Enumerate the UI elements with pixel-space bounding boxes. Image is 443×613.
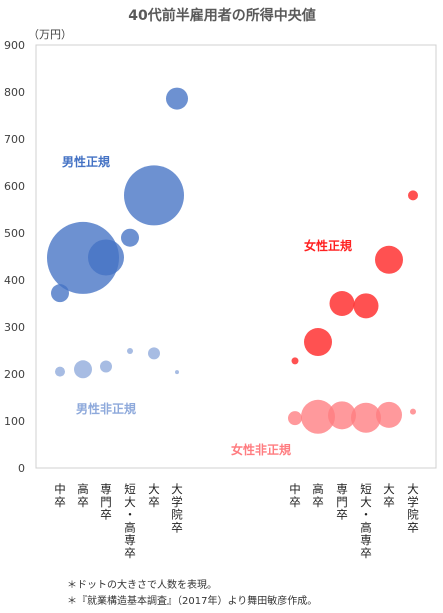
bubble — [74, 360, 92, 379]
bubble — [121, 228, 139, 247]
y-tick-label: 400 — [4, 274, 25, 287]
x-category-label: 専門卒 — [100, 482, 112, 522]
bubble — [353, 293, 379, 319]
bubble — [375, 245, 403, 274]
x-category-label: 大学院卒 — [407, 482, 419, 534]
bubble — [351, 402, 381, 433]
y-tick-label: 200 — [4, 368, 25, 381]
x-category-label: 大卒 — [383, 482, 395, 509]
series-label: 男性非正規 — [76, 401, 136, 416]
bubble — [301, 399, 335, 434]
footnotes: ＊ドットの大きさで人数を表現。 ＊『就業構造基本調査』（2017年）より舞田敏彦作… — [67, 578, 317, 607]
bubble — [127, 347, 133, 354]
bubble — [304, 328, 332, 357]
y-tick-label: 900 — [4, 39, 25, 52]
y-tick-label: 600 — [4, 180, 25, 193]
bubble — [288, 411, 302, 426]
bubble — [329, 291, 355, 316]
bubble — [166, 87, 188, 110]
bubble — [408, 190, 418, 201]
series-label: 男性正規 — [62, 154, 110, 169]
bubbles — [47, 87, 418, 434]
chart-title: 40代前半雇用者の所得中央値 — [128, 7, 315, 24]
y-axis-unit-label: （万円） — [28, 28, 72, 41]
y-tick-label: 800 — [4, 86, 25, 99]
x-category-label: 大学院卒 — [171, 482, 183, 534]
series-label: 女性非正規 — [231, 442, 291, 457]
bubble — [410, 408, 416, 415]
x-category-label: 短大・高専卒 — [124, 482, 136, 560]
x-category-label: 高卒 — [77, 482, 89, 509]
y-tick-label: 700 — [4, 133, 25, 146]
y-axis-ticks: 0 100 200 300 400 500 600 700 800 900 — [4, 39, 25, 475]
bubble — [88, 239, 124, 276]
y-tick-label: 100 — [4, 415, 25, 428]
bubble — [376, 401, 402, 428]
bubble — [47, 221, 119, 294]
x-category-label: 中卒 — [54, 482, 66, 509]
plot-area-frame — [35, 44, 437, 469]
bubble — [328, 401, 356, 430]
bubble — [55, 366, 65, 377]
y-tick-label: 0 — [18, 462, 25, 475]
footnote: ＊『就業構造基本調査』（2017年）より舞田敏彦作成。 — [67, 594, 317, 607]
bubble — [148, 347, 160, 360]
bubble — [291, 357, 299, 365]
x-category-label: 短大・高専卒 — [360, 482, 372, 560]
x-category-label: 中卒 — [289, 482, 301, 509]
bubble — [100, 360, 112, 373]
x-category-label: 専門卒 — [336, 482, 348, 522]
bubble — [124, 165, 184, 226]
x-category-label: 高卒 — [312, 482, 324, 509]
x-category-label: 大卒 — [148, 482, 160, 509]
bubble — [175, 370, 179, 375]
footnote: ＊ドットの大きさで人数を表現。 — [67, 578, 217, 591]
series-label: 女性正規 — [304, 238, 352, 253]
y-tick-label: 300 — [4, 321, 25, 334]
y-tick-label: 500 — [4, 227, 25, 240]
